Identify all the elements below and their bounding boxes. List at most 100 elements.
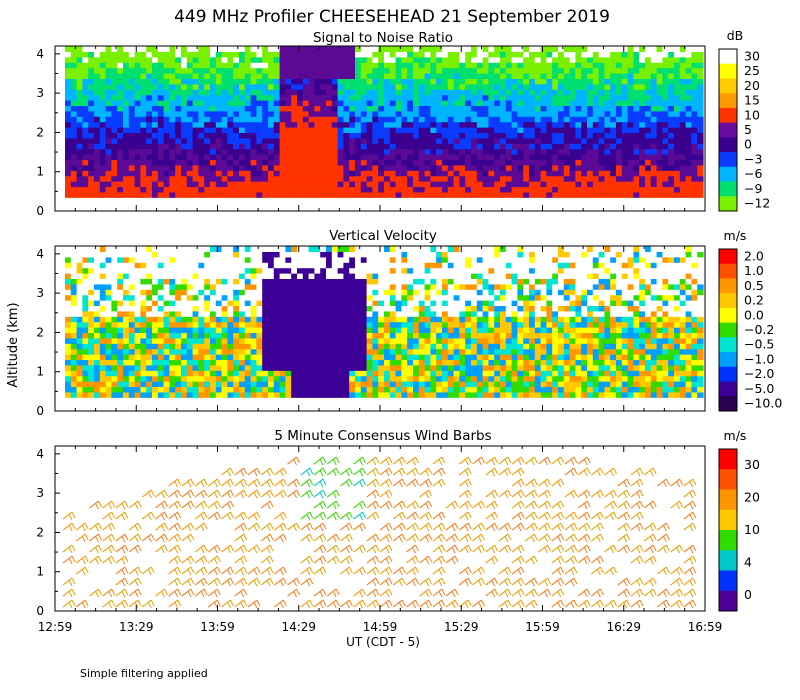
snr-cell	[482, 94, 489, 101]
velocity-cell	[88, 354, 95, 361]
snr-cell	[175, 170, 182, 177]
snr-cell	[105, 159, 112, 166]
snr-cell	[256, 175, 263, 182]
velocity-cell	[186, 262, 194, 269]
snr-cell	[337, 116, 344, 123]
snr-cell	[314, 137, 321, 144]
snr-cell	[343, 73, 350, 80]
velocity-cell	[227, 262, 234, 269]
snr-cell	[424, 110, 431, 117]
snr-cell	[633, 51, 640, 58]
velocity-cell	[360, 300, 368, 307]
velocity-cell	[430, 364, 437, 371]
snr-cell	[592, 170, 600, 177]
snr-cell	[279, 116, 286, 123]
snr-cell	[262, 159, 269, 166]
velocity-cell	[233, 273, 240, 280]
velocity-cell	[291, 381, 298, 388]
snr-cell	[488, 73, 495, 80]
velocity-cell	[204, 251, 211, 258]
snr-cell	[123, 148, 130, 155]
snr-cell	[94, 186, 101, 193]
velocity-cell	[134, 359, 141, 366]
snr-cell	[447, 105, 455, 112]
snr-cell	[378, 105, 385, 112]
velocity-cell	[279, 283, 286, 290]
velocity-cell	[326, 305, 333, 312]
snr-cell	[604, 143, 611, 150]
snr-cell	[326, 78, 333, 85]
snr-cell	[372, 100, 379, 107]
velocity-cell	[262, 337, 269, 344]
snr-cell	[268, 83, 275, 90]
snr-cell	[639, 164, 646, 171]
snr-cell	[221, 170, 228, 177]
snr-cell	[227, 56, 234, 63]
velocity-cell	[250, 343, 257, 350]
snr-cell	[621, 121, 629, 128]
velocity-cell	[88, 391, 95, 398]
snr-cell	[117, 67, 124, 74]
snr-cell	[447, 100, 455, 107]
snr-cell	[384, 105, 391, 112]
snr-cell	[674, 73, 681, 80]
velocity-cell	[192, 332, 199, 339]
velocity-cell	[181, 359, 188, 366]
snr-cell	[76, 175, 83, 182]
snr-cell	[140, 121, 147, 128]
snr-cell	[349, 110, 356, 117]
snr-cell	[221, 83, 228, 90]
velocity-cell	[94, 305, 101, 312]
snr-cell	[128, 56, 136, 63]
snr-cell	[355, 67, 362, 74]
snr-cell	[407, 73, 414, 80]
velocity-cell	[424, 327, 431, 334]
snr-cell	[198, 100, 205, 107]
snr-cell	[134, 78, 141, 85]
snr-cell	[326, 51, 333, 58]
snr-cell	[239, 127, 246, 134]
snr-cell	[639, 159, 646, 166]
snr-cell	[76, 62, 83, 69]
velocity-cell	[227, 391, 234, 398]
velocity-cell	[256, 273, 263, 280]
snr-cell	[76, 181, 83, 188]
velocity-cell	[314, 364, 321, 371]
snr-cell	[152, 154, 159, 161]
velocity-cell	[343, 381, 350, 388]
velocity-cell	[169, 294, 176, 301]
velocity-cell	[291, 278, 298, 285]
velocity-cell	[326, 300, 333, 307]
velocity-cell	[123, 375, 130, 382]
velocity-cell	[221, 294, 228, 301]
snr-cell	[128, 62, 136, 69]
snr-cell	[105, 170, 112, 177]
velocity-cell	[123, 381, 130, 388]
snr-cell	[175, 121, 182, 128]
velocity-cell	[186, 370, 194, 377]
snr-cell	[662, 159, 669, 166]
snr-cell	[436, 121, 443, 128]
snr-cell	[378, 110, 385, 117]
snr-cell	[407, 100, 414, 107]
snr-cell	[204, 181, 211, 188]
velocity-cell	[326, 246, 333, 253]
snr-cell	[204, 83, 211, 90]
snr-cell	[598, 175, 605, 182]
velocity-cell	[221, 305, 228, 312]
snr-cell	[569, 164, 576, 171]
snr-cell	[569, 181, 576, 188]
velocity-cell	[210, 267, 217, 274]
snr-cell	[674, 181, 681, 188]
snr-cell	[424, 67, 431, 74]
snr-cell	[163, 105, 170, 112]
snr-cell	[360, 105, 368, 112]
snr-cell	[401, 105, 408, 112]
velocity-cell	[407, 262, 414, 269]
snr-cell	[691, 100, 698, 107]
snr-cell	[540, 73, 547, 80]
snr-cell	[517, 170, 524, 177]
snr-cell	[244, 154, 252, 161]
velocity-cell	[378, 305, 385, 312]
snr-cell	[76, 105, 83, 112]
